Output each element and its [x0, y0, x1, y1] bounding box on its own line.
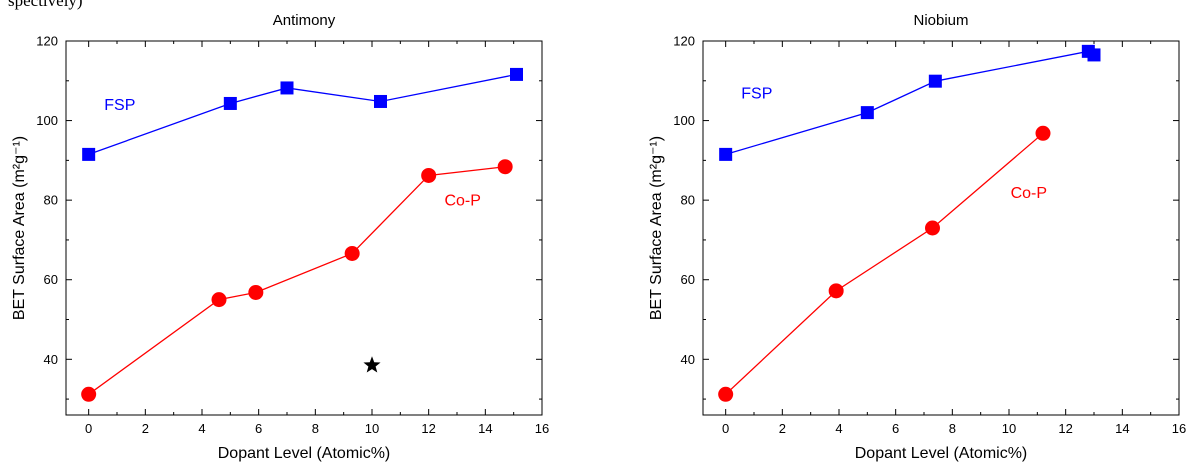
data-point-circle — [925, 220, 940, 236]
series-line-fsp — [88, 73, 517, 156]
x-tick-label: 10 — [365, 421, 379, 436]
data-point-circle — [497, 159, 513, 175]
data-point-square — [719, 147, 733, 161]
x-tick-label: 2 — [779, 421, 786, 436]
data-point-circle — [81, 386, 97, 402]
data-point-circle — [718, 386, 734, 402]
x-tick-label: 8 — [312, 421, 319, 436]
data-point-circle — [828, 283, 844, 299]
data-point-circle — [211, 292, 227, 308]
x-tick-label: 12 — [1058, 421, 1072, 436]
x-tick-label: 4 — [835, 421, 842, 436]
x-tick-label: 6 — [255, 421, 262, 436]
chart-title: Niobium — [913, 12, 968, 29]
y-tick-label: 80 — [44, 193, 58, 208]
plot-frame — [702, 40, 1180, 416]
data-point-square — [860, 106, 874, 120]
data-point-circle — [248, 284, 264, 300]
series-line-co-p — [88, 166, 506, 395]
y-tick-label: 120 — [673, 34, 695, 49]
data-point-circle — [421, 167, 437, 183]
chart-title: Antimony — [273, 12, 336, 29]
y-tick-label: 60 — [44, 272, 58, 287]
data-point-square — [1087, 48, 1101, 62]
chart-1: 0 2 4 6 8 10 12 14 16 40 60 80 100 120 Niobium Dopant L… — [648, 12, 1186, 462]
series-annotation: FSP — [741, 85, 772, 102]
x-tick-label: 4 — [198, 421, 205, 436]
x-tick-label: 0 — [722, 421, 729, 436]
data-point-circle — [344, 245, 360, 261]
plot-frame — [65, 40, 543, 416]
y-tick-label: 100 — [36, 113, 58, 128]
caption-fragment: spectively) — [8, 0, 83, 10]
x-tick-label: 14 — [478, 421, 492, 436]
series-annotation: FSP — [104, 97, 135, 114]
x-tick-label: 8 — [949, 421, 956, 436]
x-tick-label: 14 — [1115, 421, 1129, 436]
data-point-square — [82, 147, 96, 161]
x-tick-label: 12 — [421, 421, 435, 436]
x-tick-label: 10 — [1002, 421, 1016, 436]
y-tick-label: 60 — [681, 272, 695, 287]
series-line-co-p — [725, 132, 1044, 395]
data-point-square — [280, 81, 294, 95]
data-point-square — [928, 74, 942, 88]
y-axis-label: BET Surface Area (m²g⁻¹) — [648, 136, 665, 320]
x-tick-label: 0 — [85, 421, 92, 436]
star-marker — [363, 356, 381, 373]
x-tick-label: 16 — [1172, 421, 1186, 436]
data-point-square — [510, 67, 523, 81]
y-tick-label: 80 — [681, 193, 695, 208]
y-tick-label: 100 — [673, 113, 695, 128]
x-axis-label: Dopant Level (Atomic%) — [855, 445, 1028, 462]
data-point-circle — [1035, 125, 1051, 141]
y-axis-label: BET Surface Area (m²g⁻¹) — [11, 136, 28, 320]
data-point-square — [374, 94, 387, 108]
y-tick-label: 120 — [36, 34, 58, 49]
y-tick-label: 40 — [44, 352, 58, 367]
x-tick-label: 16 — [535, 421, 549, 436]
series-annotation: Co-P — [1011, 185, 1047, 202]
data-point-square — [223, 96, 237, 110]
y-tick-label: 40 — [681, 352, 695, 367]
x-axis-label: Dopant Level (Atomic%) — [218, 445, 391, 462]
x-tick-label: 6 — [892, 421, 899, 436]
x-tick-label: 2 — [142, 421, 149, 436]
chart-0: 0 2 4 6 8 10 12 14 16 40 60 80 100 120 Antimony Dopant … — [11, 12, 549, 462]
series-annotation: Co-P — [444, 193, 480, 210]
